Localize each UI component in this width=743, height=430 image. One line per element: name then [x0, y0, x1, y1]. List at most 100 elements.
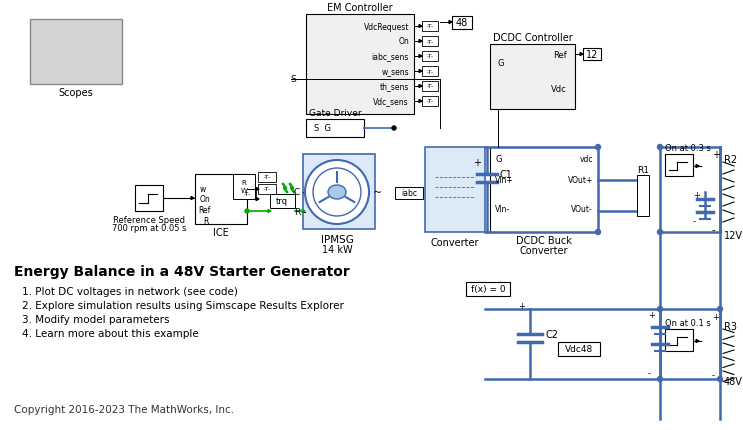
Text: -T-: -T-	[426, 99, 434, 104]
Bar	[422, 82, 438, 92]
Bar	[422, 67, 438, 77]
Text: +: +	[648, 311, 655, 320]
Bar	[665, 155, 693, 177]
Text: Ref: Ref	[198, 206, 210, 215]
Bar	[490, 45, 575, 110]
Circle shape	[313, 169, 361, 216]
Bar	[466, 283, 510, 296]
Bar	[195, 175, 247, 224]
Bar	[233, 175, 255, 200]
Text: ICE: ICE	[213, 227, 229, 237]
Bar	[637, 175, 649, 216]
Text: C: C	[293, 188, 300, 197]
Circle shape	[658, 230, 663, 235]
Text: On at 0.1 s: On at 0.1 s	[665, 319, 711, 328]
Ellipse shape	[328, 186, 346, 200]
Bar	[395, 187, 423, 200]
Text: -T-: -T-	[426, 40, 434, 44]
Circle shape	[595, 230, 600, 235]
Text: -T-: -T-	[426, 84, 434, 89]
Circle shape	[658, 377, 663, 381]
Text: -T-: -T-	[426, 69, 434, 74]
Text: R2: R2	[724, 155, 737, 165]
Polygon shape	[696, 340, 699, 343]
Bar	[135, 186, 163, 212]
Polygon shape	[419, 71, 422, 74]
Bar	[30, 20, 122, 85]
Text: -T-: -T-	[244, 192, 250, 197]
Bar	[425, 147, 485, 233]
Text: Copyright 2016-2023 The MathWorks, Inc.: Copyright 2016-2023 The MathWorks, Inc.	[14, 404, 234, 414]
Text: DCDC Buck: DCDC Buck	[516, 236, 572, 246]
Text: W: W	[241, 187, 247, 194]
Polygon shape	[256, 198, 259, 201]
Text: -: -	[712, 371, 715, 380]
Text: +: +	[712, 150, 720, 160]
Text: Gate Driver: Gate Driver	[308, 109, 361, 118]
Bar	[422, 37, 438, 47]
Text: trq: trq	[276, 197, 288, 206]
Text: Vdc: Vdc	[551, 85, 567, 94]
Text: +: +	[473, 158, 481, 168]
Text: f(x) = 0: f(x) = 0	[470, 285, 505, 294]
Text: +: +	[518, 302, 525, 311]
Polygon shape	[256, 188, 259, 191]
Text: S: S	[291, 75, 296, 84]
Text: +: +	[693, 191, 700, 200]
Bar	[422, 52, 438, 62]
Bar	[583, 49, 601, 61]
Text: R1: R1	[637, 166, 649, 175]
Circle shape	[658, 307, 663, 312]
Polygon shape	[696, 165, 699, 168]
Text: On: On	[200, 195, 211, 204]
Polygon shape	[419, 25, 422, 28]
Text: +: +	[712, 313, 719, 322]
Polygon shape	[449, 22, 452, 25]
Text: -T-: -T-	[426, 25, 434, 29]
Polygon shape	[419, 85, 422, 88]
Bar	[665, 329, 693, 351]
Text: vdc: vdc	[580, 155, 593, 164]
Text: C1: C1	[500, 169, 513, 180]
Text: R: R	[203, 217, 208, 226]
Text: VIn-: VIn-	[495, 205, 510, 214]
Circle shape	[658, 145, 663, 150]
Text: Scopes: Scopes	[59, 88, 94, 98]
Text: -: -	[693, 217, 696, 226]
Text: iabc: iabc	[401, 189, 417, 198]
Text: C2: C2	[545, 329, 558, 339]
Text: Energy Balance in a 48V Starter Generator: Energy Balance in a 48V Starter Generato…	[14, 264, 350, 278]
Text: -T-: -T-	[264, 175, 270, 180]
Text: IPMSG: IPMSG	[320, 234, 354, 244]
Text: G: G	[495, 155, 502, 164]
Text: VIn+: VIn+	[495, 176, 513, 185]
Circle shape	[718, 307, 722, 312]
Text: -T-: -T-	[264, 187, 270, 192]
Bar	[306, 15, 414, 115]
Bar	[238, 190, 256, 200]
Bar	[258, 172, 276, 183]
Bar	[422, 97, 438, 107]
Text: ~: ~	[373, 187, 382, 197]
Text: 4. Learn more about this example: 4. Learn more about this example	[22, 328, 198, 338]
Bar	[422, 22, 438, 32]
Text: 12: 12	[585, 50, 598, 60]
Text: R3: R3	[724, 321, 737, 331]
Text: Converter: Converter	[520, 246, 568, 255]
Text: -: -	[712, 224, 716, 234]
Text: 48: 48	[456, 18, 468, 28]
Text: 1. Plot DC voltages in network (see code): 1. Plot DC voltages in network (see code…	[22, 286, 238, 296]
Text: 2. Explore simulation results using Simscape Results Explorer: 2. Explore simulation results using Sims…	[22, 300, 344, 310]
Text: 14 kW: 14 kW	[322, 244, 352, 255]
Text: EM Controller: EM Controller	[327, 3, 393, 13]
Text: -: -	[648, 369, 651, 378]
Bar	[452, 17, 472, 30]
Text: Converter: Converter	[431, 237, 479, 247]
Text: VdcRequest: VdcRequest	[363, 22, 409, 31]
Text: VOut-: VOut-	[571, 205, 593, 214]
Polygon shape	[419, 40, 422, 43]
Text: 700 rpm at 0.05 s: 700 rpm at 0.05 s	[111, 224, 186, 233]
Bar	[258, 184, 276, 194]
Text: -T-: -T-	[426, 54, 434, 59]
Bar	[490, 147, 598, 233]
